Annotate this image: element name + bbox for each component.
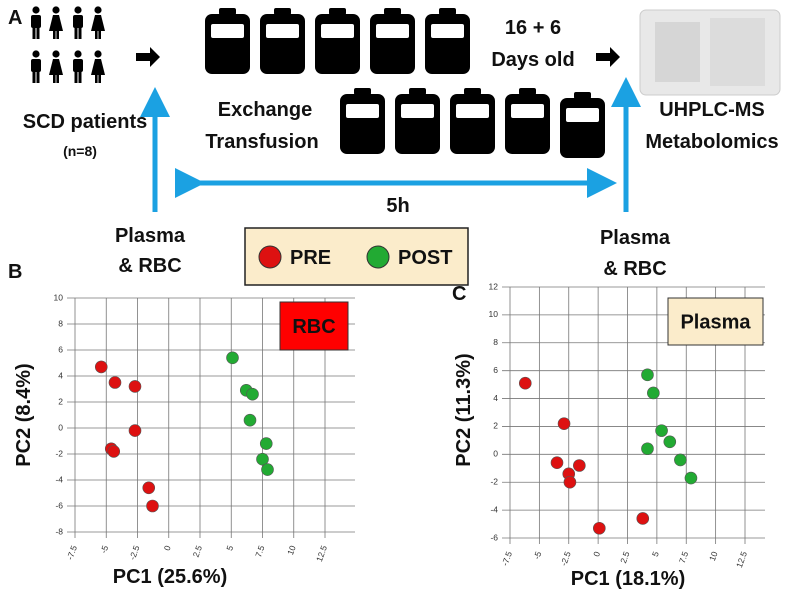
x-tick-label: 0: [591, 550, 602, 558]
y-tick-label: 10: [489, 309, 499, 319]
point: [563, 475, 577, 489]
legend-marker: [258, 245, 282, 269]
x-tick-label: -7.5: [65, 544, 79, 561]
label: Plasma: [115, 225, 186, 247]
point: [550, 456, 564, 470]
point: [636, 512, 650, 525]
x-tick-label: 12.5: [734, 550, 749, 569]
label: Transfusion: [205, 131, 318, 153]
point: [146, 499, 159, 513]
x-tick-label: -7.5: [500, 550, 514, 567]
x-tick-label: 5: [650, 550, 661, 558]
x-tick-label: -5: [98, 544, 110, 555]
label: SCD patients: [23, 111, 147, 133]
x-tick-label: 5: [224, 544, 235, 552]
panel-label: B: [8, 261, 22, 283]
x-tick-label: 10: [707, 550, 720, 563]
y-tick-label: 2: [58, 396, 63, 406]
point: [107, 445, 121, 458]
label: Exchange: [218, 99, 312, 121]
point: [674, 453, 687, 467]
point: [246, 387, 259, 401]
y-tick-label: 0: [493, 449, 498, 459]
y-tick-label: 2: [493, 421, 498, 431]
x-axis-label: PC1 (25.6%): [113, 566, 228, 588]
arrows: [140, 77, 641, 212]
y-tick-label: 10: [54, 292, 64, 302]
y-tick-label: 8: [58, 318, 63, 328]
y-tick-label: -6: [55, 500, 63, 510]
y-axis-label: PC2 (8.4%): [13, 363, 35, 466]
x-tick-label: -2.5: [558, 550, 572, 567]
y-tick-label: -4: [55, 474, 63, 484]
label: Plasma: [600, 227, 671, 249]
panel-a-icons: [31, 6, 781, 158]
point: [128, 380, 142, 393]
point: [226, 351, 239, 365]
label: Days old: [491, 49, 574, 71]
x-tick-label: 7.5: [253, 544, 267, 559]
y-tick-label: -8: [55, 526, 63, 536]
label: UHPLC-MS: [659, 99, 765, 121]
label: 16 + 6: [505, 17, 561, 39]
y-tick-label: 6: [493, 365, 498, 375]
point: [94, 360, 108, 374]
y-tick-label: 12: [489, 281, 499, 291]
chart-title: Plasma: [680, 312, 751, 334]
panel-label: A: [8, 7, 22, 29]
point: [128, 424, 142, 437]
point: [259, 437, 273, 450]
x-tick-label: 10: [285, 544, 298, 557]
chart-title: RBC: [292, 316, 335, 338]
point: [142, 481, 156, 495]
x-tick-label: -2.5: [127, 544, 141, 561]
x-tick-label: 12.5: [314, 544, 329, 563]
legend-marker: [366, 245, 390, 269]
point: [261, 463, 274, 476]
point: [592, 521, 606, 535]
point: [573, 459, 586, 472]
y-tick-label: 8: [493, 337, 498, 347]
y-tick-label: 0: [58, 422, 63, 432]
point: [557, 417, 571, 430]
point: [647, 386, 660, 400]
y-axis-label: PC2 (11.3%): [453, 353, 475, 466]
point: [684, 471, 698, 485]
point: [256, 452, 269, 466]
x-tick-label: 7.5: [677, 550, 691, 565]
legend-label: POST: [398, 247, 452, 269]
label: & RBC: [603, 258, 666, 280]
label: 5h: [386, 195, 409, 217]
point: [108, 376, 122, 389]
y-tick-label: -4: [490, 504, 498, 514]
point: [243, 413, 257, 427]
y-tick-label: -2: [55, 448, 63, 458]
x-tick-label: -5: [531, 550, 543, 561]
x-axis-label: PC1 (18.1%): [571, 568, 686, 590]
y-tick-label: -2: [490, 476, 498, 486]
point: [641, 442, 654, 456]
title-box: [279, 301, 349, 351]
panel-label: C: [452, 283, 466, 305]
y-tick-label: 6: [58, 344, 63, 354]
point: [641, 368, 654, 382]
y-tick-label: 4: [493, 393, 498, 403]
label: Metabolomics: [645, 131, 778, 153]
point: [655, 424, 668, 437]
x-tick-label: 2.5: [618, 550, 632, 565]
legend-label: PRE: [290, 247, 331, 269]
x-tick-label: 0: [162, 544, 173, 552]
label: (n=8): [63, 143, 97, 159]
title-box: [667, 297, 764, 346]
point: [663, 435, 677, 449]
point: [518, 376, 532, 390]
y-tick-label: 4: [58, 370, 63, 380]
legend-box: [244, 227, 469, 286]
label: & RBC: [118, 255, 181, 277]
y-tick-label: -6: [490, 532, 498, 542]
x-tick-label: 2.5: [191, 544, 205, 559]
